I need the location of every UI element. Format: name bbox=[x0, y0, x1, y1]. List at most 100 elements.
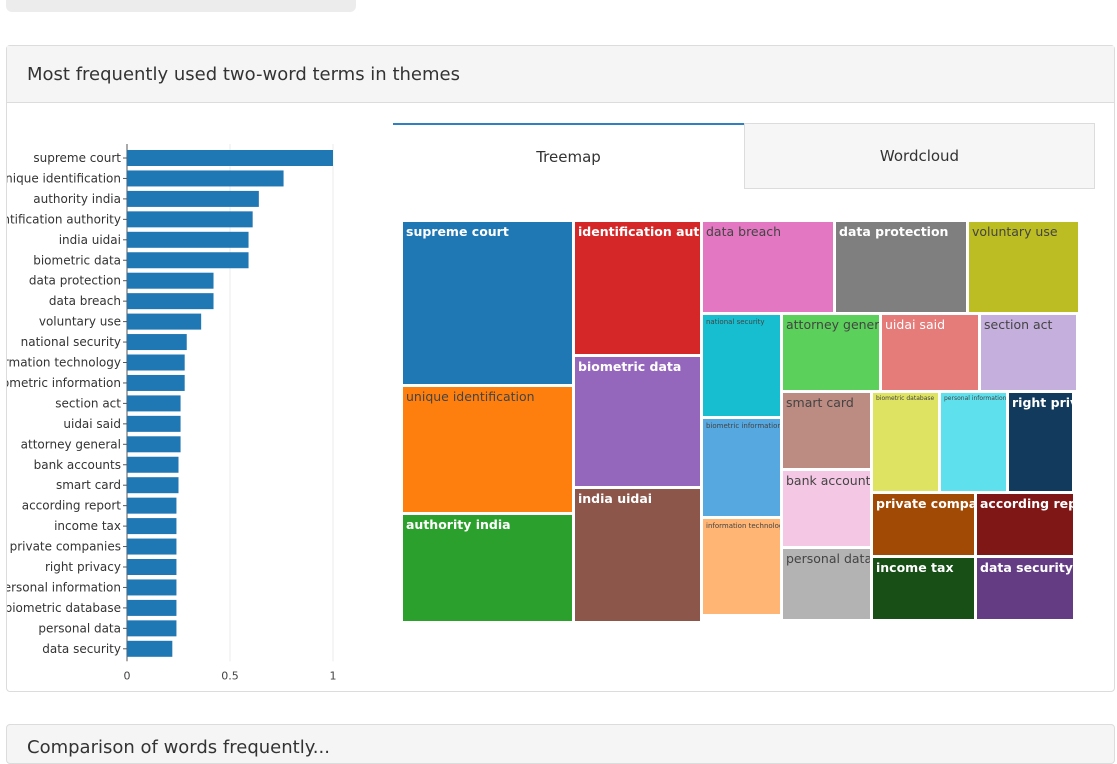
bar-data-breach[interactable] bbox=[127, 293, 214, 310]
treemap-tile-uidai-said[interactable]: uidai said bbox=[882, 315, 978, 390]
treemap-tile-label: personal data bbox=[786, 551, 870, 566]
treemap-tile-label: supreme court bbox=[406, 224, 509, 239]
treemap-tile-section-act[interactable]: section act bbox=[981, 315, 1076, 390]
treemap-tile-biometric-database[interactable]: biometric database bbox=[873, 393, 938, 491]
treemap-tile-label: right privacy bbox=[1012, 395, 1072, 410]
treemap-tile-label: uidai said bbox=[885, 317, 946, 332]
y-tick-label: unique identification bbox=[7, 171, 121, 185]
treemap-tile-label: india uidai bbox=[578, 491, 653, 506]
bar-identification-authority[interactable] bbox=[127, 211, 253, 228]
y-tick-label: authority india bbox=[33, 192, 121, 206]
bar-chart: 0 0.5 1 supreme court unique identification a… bbox=[7, 136, 377, 681]
bar-attorney-general[interactable] bbox=[127, 436, 181, 453]
bar-biometric-information[interactable] bbox=[127, 374, 185, 391]
treemap-tile-label: biometric database bbox=[876, 395, 935, 402]
treemap-tile-label: section act bbox=[984, 317, 1053, 332]
treemap-tile-unique-identification[interactable]: unique identification bbox=[403, 387, 572, 512]
y-tick-label: information technology bbox=[7, 356, 121, 370]
bar-unique-identification[interactable] bbox=[127, 170, 284, 187]
bar-uidai-said[interactable] bbox=[127, 415, 181, 432]
y-tick-label: data protection bbox=[29, 274, 121, 288]
treemap-chart: supreme court unique identification author… bbox=[403, 222, 1087, 624]
treemap-tile-attorney-general[interactable]: attorney general bbox=[783, 315, 879, 390]
treemap-tile-label: identification authority bbox=[578, 224, 700, 239]
bar-national-security[interactable] bbox=[127, 334, 187, 351]
bar-bank-accounts[interactable] bbox=[127, 456, 179, 473]
treemap-tile-right-privacy[interactable]: right privacy bbox=[1009, 393, 1072, 491]
treemap-tile-supreme-court[interactable]: supreme court bbox=[403, 222, 572, 384]
bar-authority-india[interactable] bbox=[127, 190, 259, 207]
bar-chart-svg: 0 0.5 1 supreme court unique identification a… bbox=[7, 144, 337, 681]
treemap-tile-biometric-data[interactable]: biometric data bbox=[575, 357, 700, 486]
bar-biometric-data[interactable] bbox=[127, 252, 249, 269]
y-tick-label: biometric database bbox=[7, 601, 121, 615]
y-tick-label: india uidai bbox=[59, 233, 121, 247]
bar-income-tax[interactable] bbox=[127, 518, 177, 535]
bar-right-privacy[interactable] bbox=[127, 559, 177, 575]
bar-private-companies[interactable] bbox=[127, 538, 177, 555]
x-tick-label: 1 bbox=[330, 669, 337, 681]
treemap-tile-india-uidai[interactable]: india uidai bbox=[575, 489, 700, 621]
y-tick-label: right privacy bbox=[45, 560, 121, 574]
bar-personal-data[interactable] bbox=[127, 620, 177, 637]
y-tick-label: private companies bbox=[10, 540, 121, 554]
bar-voluntary-use[interactable] bbox=[127, 313, 202, 330]
treemap-tile-personal-information[interactable]: personal information bbox=[941, 393, 1006, 491]
tab-treemap[interactable]: Treemap bbox=[393, 123, 744, 189]
y-tick-label: according report bbox=[22, 499, 122, 513]
treemap-tile-smart-card[interactable]: smart card bbox=[783, 393, 870, 468]
y-tick-label: voluntary use bbox=[39, 315, 121, 329]
y-tick-label: biometric data bbox=[33, 253, 121, 267]
treemap-tile-label: data breach bbox=[706, 224, 782, 239]
y-tick-label: national security bbox=[21, 335, 121, 349]
bar-section-act[interactable] bbox=[127, 395, 181, 412]
treemap-tile-data-breach[interactable]: data breach bbox=[703, 222, 833, 312]
y-tick-label: biometric information bbox=[7, 376, 121, 390]
y-tick-label: identification authority bbox=[7, 212, 121, 226]
treemap-tile-data-security[interactable]: data security bbox=[977, 558, 1073, 619]
chart-tabs: Treemap Wordcloud bbox=[393, 123, 1096, 189]
tab-wordcloud-label: Wordcloud bbox=[879, 147, 960, 165]
treemap-tile-label: personal information bbox=[944, 395, 1006, 402]
treemap-tile-label: smart card bbox=[786, 395, 854, 410]
y-tick-label: personal data bbox=[38, 621, 121, 635]
treemap-tile-label: authority india bbox=[406, 517, 511, 532]
tab-wordcloud[interactable]: Wordcloud bbox=[744, 123, 1095, 189]
bar-according-report[interactable] bbox=[127, 497, 177, 514]
panel-title: Most frequently used two-word terms in t… bbox=[27, 63, 460, 85]
bar-data-security[interactable] bbox=[127, 640, 173, 657]
treemap-tile-label: private companies bbox=[876, 496, 974, 511]
treemap-tile-label: bank accounts bbox=[786, 473, 870, 488]
treemap-tile-label: attorney general bbox=[786, 317, 879, 332]
treemap-tile-label: according report bbox=[980, 496, 1073, 511]
y-tick-label: smart card bbox=[56, 478, 121, 492]
treemap-tile-authority-india[interactable]: authority india bbox=[403, 515, 572, 621]
bar-india-uidai[interactable] bbox=[127, 231, 249, 248]
treemap-tile-bank-accounts[interactable]: bank accounts bbox=[783, 471, 870, 546]
treemap-tile-biometric-information[interactable]: biometric information bbox=[703, 419, 780, 516]
y-tick-label: bank accounts bbox=[34, 458, 121, 472]
previous-panel-edge bbox=[6, 0, 356, 12]
y-tick-label: uidai said bbox=[63, 417, 121, 431]
treemap-tile-information-technology[interactable]: information technology bbox=[703, 519, 780, 614]
treemap-tile-label: unique identification bbox=[406, 389, 535, 404]
bar-smart-card[interactable] bbox=[127, 477, 179, 494]
next-panel-title: Comparison of words frequently... bbox=[27, 737, 330, 758]
bar-information-technology[interactable] bbox=[127, 354, 185, 371]
treemap-tile-income-tax[interactable]: income tax bbox=[873, 558, 974, 619]
treemap-tile-label: biometric data bbox=[578, 359, 682, 374]
next-panel: Comparison of words frequently... bbox=[6, 724, 1115, 764]
y-tick-label: attorney general bbox=[21, 437, 121, 451]
treemap-tile-identification-authority[interactable]: identification authority bbox=[575, 222, 700, 354]
bar-biometric-database[interactable] bbox=[127, 599, 177, 616]
x-tick-label: 0.5 bbox=[221, 669, 239, 681]
treemap-tile-according-report[interactable]: according report bbox=[977, 494, 1073, 555]
bar-data-protection[interactable] bbox=[127, 272, 214, 289]
treemap-tile-voluntary-use[interactable]: voluntary use bbox=[969, 222, 1078, 312]
treemap-tile-national-security[interactable]: national security bbox=[703, 315, 780, 416]
bar-supreme-court[interactable] bbox=[127, 150, 333, 166]
treemap-tile-personal-data[interactable]: personal data bbox=[783, 549, 870, 619]
treemap-tile-data-protection[interactable]: data protection bbox=[836, 222, 966, 312]
treemap-tile-private-companies[interactable]: private companies bbox=[873, 494, 974, 555]
bar-personal-information[interactable] bbox=[127, 579, 177, 596]
